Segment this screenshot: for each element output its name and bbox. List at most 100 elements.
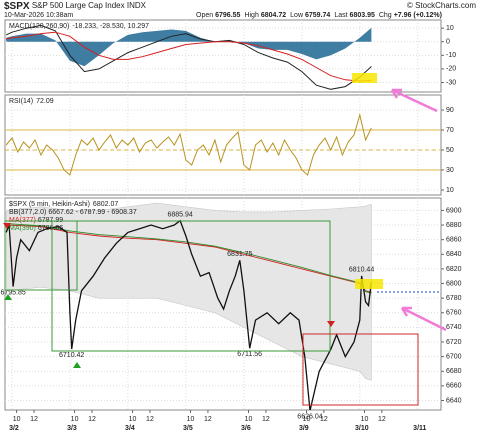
moving-average [6,223,372,294]
exchange: INDX [127,1,147,10]
ma-readout: 6787.99 [38,217,63,224]
panel-title: RSI(14) [9,98,33,105]
series-line [5,113,372,176]
x-tick-label: 10 [361,416,369,423]
x-tick-label: 10 [245,416,253,423]
quote-value: 6803.95 [350,12,375,19]
x-tick-label: 10 [187,416,195,423]
price-label: 6626.04 [297,414,322,421]
x-tick-label: 12 [262,416,270,423]
band-readout: 6667.62 - 6787.99 - 6908.37 [48,209,136,216]
sell-arrow [3,223,11,229]
band-label: BB(377,2.0) [9,209,46,216]
price-label: 6710.42 [59,352,84,359]
y-tick-label: 10 [446,187,454,194]
plot [5,198,441,410]
x-tick-label: 12 [320,416,328,423]
y-tick-label: 6760 [446,310,462,317]
y-tick-label: 6700 [446,353,462,360]
panel-title: $SPX (5 min, Heikin-Ashi) [9,201,90,208]
quote-value: 6804.72 [261,12,286,19]
series-line [5,219,373,410]
y-tick-label: 6880 [446,222,462,229]
price-label: 6711.56 [237,351,262,358]
y-tick-label: 6660 [446,383,462,390]
y-tick-label: 6820 [446,266,462,273]
ma-name: MA(377) [9,217,36,224]
ma-name: MA(390) [9,225,36,232]
band-legend: BB(377,2.0) 6667.62 - 6787.99 - 6908.37 [9,209,137,216]
panel-readout: -18.233, -28.530, 10.297 [72,23,149,30]
date-label: 3/2 [9,425,19,432]
date: 10-Mar-2026 10:38am [4,12,73,19]
y-tick-label: 6720 [446,339,462,346]
y-tick-label: -30 [446,79,456,86]
quote-label: High [244,12,259,19]
red-box [302,333,419,406]
quote-label: Last [334,12,347,19]
date-label: 3/4 [125,425,135,432]
panel-readout: 72.09 [36,98,54,105]
y-tick-label: 10 [446,25,454,32]
date-label: 3/3 [67,425,77,432]
panel-title: MACD(120,260,90) [9,23,69,30]
quote-label: Low [290,12,304,19]
x-tick-label: 10 [13,416,21,423]
buy-arrow [73,362,81,368]
plot [5,20,441,92]
highlight [355,279,383,289]
y-tick-label: 6800 [446,280,462,287]
x-tick-label: 12 [378,416,386,423]
price-label: 6795.85 [0,289,25,296]
y-tick-label: 6840 [446,251,462,258]
x-tick-label: 10 [71,416,79,423]
moving-average [6,224,372,293]
y-tick-label: -20 [446,66,456,73]
buy-arrow [4,294,12,300]
price-label: 6885.94 [167,212,192,219]
pointer-arrow [390,88,447,332]
quote-line: Open 6796.55 High 6804.72 Low 6759.74 Last 6803… [196,12,442,19]
y-tick-label: 6900 [446,207,462,214]
histogram [6,27,372,67]
green-box [51,220,331,352]
date-label: 3/6 [241,425,251,432]
date-label: 3/9 [299,425,309,432]
header-line: $SPX S&P 500 Large Cap Index INDX [4,1,147,12]
plot [5,95,441,195]
y-tick-label: 70 [446,127,454,134]
y-tick-label: -10 [446,52,456,59]
x-tick-label: 12 [30,416,38,423]
x-tick-label: 12 [88,416,96,423]
bollinger-band [5,202,372,381]
quote-value: 6759.74 [305,12,330,19]
date-label: 3/5 [183,425,193,432]
panel: 90 70 50 30 10 RSI(14) 72.09 [4,94,454,196]
y-tick-label: 0 [446,39,450,46]
plot-area [4,94,442,196]
price-label: 6810.44 [349,267,374,274]
date-label: 3/11 [413,425,426,432]
panel: 10 0 -10 -20 -30 MACD(120,260,90) -18.233, -28… [4,19,456,93]
y-tick-label: 6740 [446,324,462,331]
x-tick-label: 12 [146,416,154,423]
quote-value: 6796.55 [215,12,240,19]
panel-legend: MACD(120,260,90) -18.233, -28.530, 10.297 [9,23,149,30]
quote-label: Chg [379,12,392,19]
sell-arrow [327,321,335,327]
quote-label: Open [196,12,213,19]
panel: 6900 6880 6860 6840 6820 6800 6780 6760 6740 6720… [0,197,462,432]
price-label: 6831.75 [227,251,252,258]
y-tick-label: 6680 [446,368,462,375]
panel-legend: RSI(14) 72.09 [9,98,54,105]
index-name: S&P 500 Large Cap Index [32,1,125,10]
panel-readout: 6802.07 [93,201,118,208]
series-line [6,31,372,82]
ma-legend: MA(377) 6787.99 [9,217,63,224]
y-tick-label: 6780 [446,295,462,302]
highlight [352,73,377,83]
y-tick-label: 30 [446,167,454,174]
y-tick-label: 6860 [446,237,462,244]
y-tick-label: 90 [446,107,454,114]
